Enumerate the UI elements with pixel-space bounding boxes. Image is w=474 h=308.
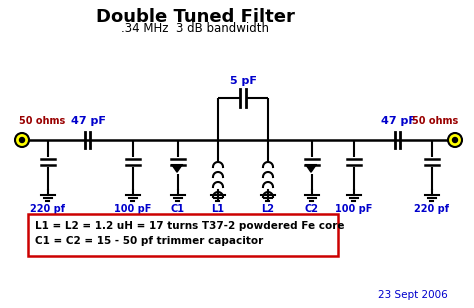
Text: L2: L2 [262, 204, 274, 214]
Text: 23 Sept 2006: 23 Sept 2006 [378, 290, 448, 300]
Circle shape [448, 133, 462, 147]
Circle shape [19, 137, 25, 143]
Text: L1: L1 [211, 204, 225, 214]
Text: 100 pF: 100 pF [335, 204, 373, 214]
Text: 50 ohms: 50 ohms [412, 116, 458, 126]
Circle shape [453, 137, 457, 143]
Polygon shape [172, 165, 182, 172]
Polygon shape [306, 165, 316, 172]
Circle shape [15, 133, 29, 147]
Text: 220 pf: 220 pf [30, 204, 65, 214]
FancyBboxPatch shape [28, 214, 338, 256]
Text: 50 ohms: 50 ohms [19, 116, 65, 126]
Text: 47 pF: 47 pF [381, 116, 415, 126]
Text: 220 pf: 220 pf [414, 204, 449, 214]
Text: 100 pF: 100 pF [114, 204, 152, 214]
Text: C2: C2 [305, 204, 319, 214]
Text: 47 pF: 47 pF [71, 116, 105, 126]
Text: 5 pF: 5 pF [229, 76, 256, 86]
Text: .34 MHz  3 dB bandwidth: .34 MHz 3 dB bandwidth [121, 22, 269, 35]
Text: C1: C1 [171, 204, 185, 214]
Text: L1 = L2 = 1.2 uH = 17 turns T37-2 powdered Fe core: L1 = L2 = 1.2 uH = 17 turns T37-2 powder… [35, 221, 345, 231]
Text: C1 = C2 = 15 - 50 pf trimmer capacitor: C1 = C2 = 15 - 50 pf trimmer capacitor [35, 236, 263, 246]
Text: Double Tuned Filter: Double Tuned Filter [96, 8, 294, 26]
